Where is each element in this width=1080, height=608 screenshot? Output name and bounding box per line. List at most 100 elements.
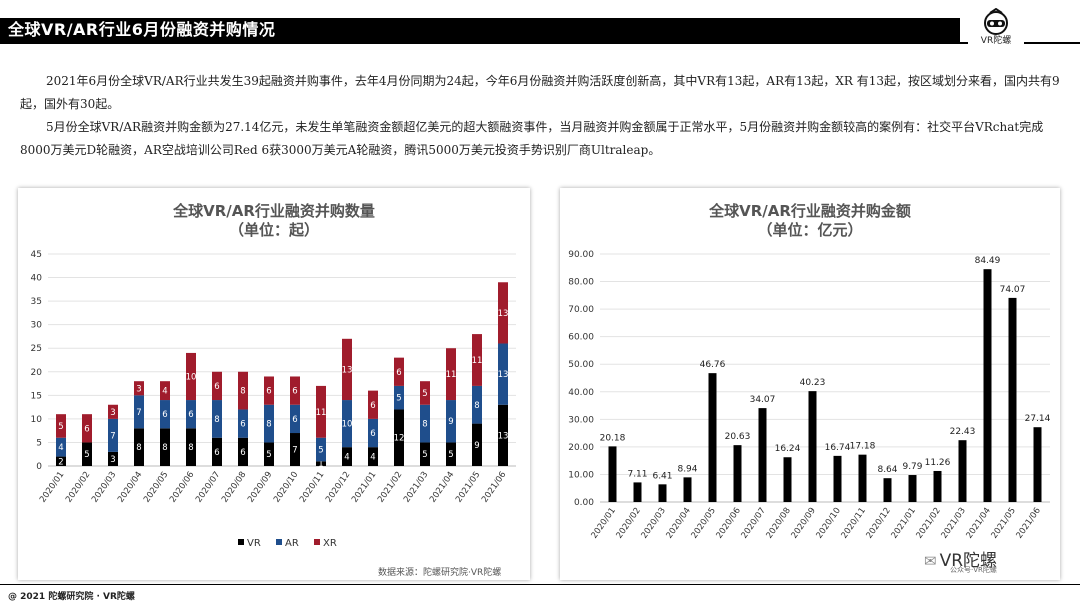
data-label: 46.76 xyxy=(700,360,726,370)
bar-amount xyxy=(758,408,767,502)
data-label: 8 xyxy=(136,443,141,453)
legend-label-xr: XR xyxy=(322,538,337,549)
legend-swatch-vr xyxy=(238,539,244,545)
data-label: 11 xyxy=(446,370,457,380)
data-label: 16.74 xyxy=(825,443,851,453)
x-tick-label: 2020/08 xyxy=(220,470,248,505)
bar-xr xyxy=(342,338,352,401)
bar-vr xyxy=(316,461,326,466)
bar-vr xyxy=(82,442,92,466)
bar-xr xyxy=(56,414,66,438)
bar-ar xyxy=(290,404,300,434)
data-label: 8 xyxy=(422,420,427,430)
bar-amount xyxy=(733,445,742,502)
footer-copyright: @ 2021 陀螺研究院 · VR陀螺 xyxy=(8,592,135,602)
data-label: 5 xyxy=(422,450,427,460)
bar-vr xyxy=(394,409,404,466)
data-label: 8.64 xyxy=(877,465,897,475)
bar-amount xyxy=(708,373,717,502)
data-label: 2 xyxy=(58,457,63,467)
bar-ar xyxy=(160,400,170,429)
y-tick-label: 45 xyxy=(31,250,42,260)
bar-xr xyxy=(108,404,118,419)
data-label: 5 xyxy=(448,450,453,460)
data-label: 6 xyxy=(370,401,375,411)
count-chart-title: 全球VR/AR行业融资并购数量 xyxy=(173,202,375,220)
bar-amount xyxy=(933,470,942,502)
bar-ar xyxy=(56,437,66,457)
bar-xr xyxy=(290,376,300,405)
bar-ar xyxy=(134,395,144,429)
bar-xr xyxy=(212,371,222,401)
bar-vr xyxy=(290,433,300,466)
data-label: 3 xyxy=(136,384,141,394)
watermark: ✉ VR陀螺 xyxy=(924,546,997,571)
data-label: 6 xyxy=(214,448,219,458)
y-tick-label: 20 xyxy=(31,368,43,378)
data-label: 8 xyxy=(240,387,245,397)
data-label: 5 xyxy=(58,422,63,432)
data-label: 22.43 xyxy=(950,427,976,437)
bar-ar xyxy=(264,404,274,443)
data-label: 8.94 xyxy=(677,464,697,474)
bar-xr xyxy=(420,381,430,405)
bar-amount xyxy=(683,477,692,502)
data-label: 6 xyxy=(292,387,297,397)
watermark-sub: 公众号·VR陀螺 xyxy=(950,566,997,574)
data-label: 8 xyxy=(162,443,167,453)
data-label: 12 xyxy=(394,434,405,444)
bar-amount xyxy=(783,457,792,502)
data-label: 9 xyxy=(474,441,479,451)
y-tick-label: 70.00 xyxy=(568,305,594,315)
legend-item-ar: AR xyxy=(275,538,299,549)
bar-amount xyxy=(908,475,917,502)
data-label: 9 xyxy=(448,417,453,427)
bar-xr xyxy=(82,414,92,443)
y-tick-label: 10 xyxy=(31,415,43,425)
y-tick-label: 40 xyxy=(31,274,43,284)
x-tick-label: 2020/05 xyxy=(142,470,170,505)
intro-paragraph-1: 2021年6月份全球VR/AR行业共发生39起融资并购事件，去年4月份同期为24… xyxy=(20,74,1060,111)
x-tick-label: 2020/04 xyxy=(116,470,144,505)
data-label: 3 xyxy=(110,455,115,465)
bar-ar xyxy=(186,400,196,429)
legend-item-vr: VR xyxy=(238,538,261,549)
data-label: 13 xyxy=(498,309,509,319)
top-rule xyxy=(0,42,1080,44)
count-chart-legend: VR AR XR xyxy=(238,538,349,549)
data-label: 4 xyxy=(370,453,375,463)
bar-amount xyxy=(608,446,617,502)
data-label: 4 xyxy=(162,387,167,397)
data-label: 5 xyxy=(266,450,271,460)
bar-xr xyxy=(498,282,508,344)
bar-amount xyxy=(983,269,992,502)
y-tick-label: 40.00 xyxy=(568,388,594,398)
y-tick-label: 30.00 xyxy=(568,415,594,425)
data-label: 74.07 xyxy=(1000,285,1026,295)
data-label: 6 xyxy=(266,387,271,397)
y-tick-label: 5 xyxy=(36,438,42,448)
data-label: 20.63 xyxy=(725,432,751,442)
x-tick-label: 2021/06 xyxy=(480,470,508,505)
bar-amount xyxy=(633,482,642,502)
y-tick-label: 10.00 xyxy=(568,470,594,480)
y-tick-label: 0 xyxy=(36,462,42,472)
y-tick-label: 20.00 xyxy=(568,443,594,453)
bar-xr xyxy=(238,371,248,410)
bar-vr xyxy=(238,437,248,466)
data-label: 20.18 xyxy=(600,433,626,443)
y-tick-label: 90.00 xyxy=(568,250,594,260)
amount-chart-title: 全球VR/AR行业融资并购金额 xyxy=(709,202,911,220)
bar-vr xyxy=(56,456,66,466)
x-tick-label: 2020/02 xyxy=(64,470,92,505)
amount-chart-panel: 全球VR/AR行业融资并购金额 （单位：亿元） 0.00 10.00 20.00 30… xyxy=(560,188,1060,580)
data-label: 6 xyxy=(292,415,297,425)
bar-xr xyxy=(446,348,456,401)
data-source: 数据来源：陀螺研究院·VR陀螺 xyxy=(378,568,502,578)
bar-vr xyxy=(134,428,144,466)
x-tick-label: 2021/04 xyxy=(428,470,456,505)
data-label: 5 xyxy=(84,450,89,460)
bar-xr xyxy=(134,381,144,396)
data-label: 17.18 xyxy=(850,442,876,452)
data-label: 13 xyxy=(342,365,353,375)
